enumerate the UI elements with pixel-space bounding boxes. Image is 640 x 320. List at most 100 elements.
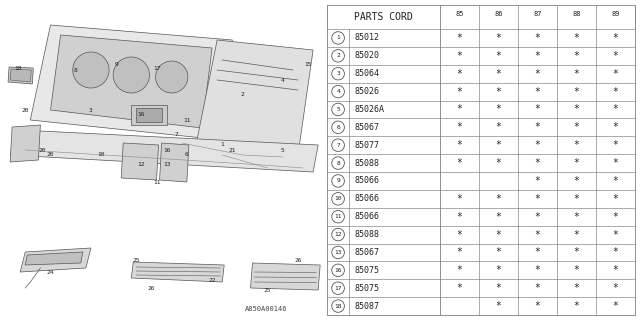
Text: 20: 20 [22, 108, 29, 113]
Text: *: * [495, 194, 502, 204]
Text: 85067: 85067 [354, 123, 380, 132]
Text: *: * [612, 33, 618, 43]
Polygon shape [136, 108, 161, 122]
Text: 15: 15 [304, 62, 312, 68]
Text: 5: 5 [336, 107, 340, 112]
Bar [327, 5, 635, 29]
Text: *: * [534, 229, 540, 240]
Text: *: * [573, 229, 579, 240]
Text: *: * [573, 51, 579, 61]
Text: *: * [456, 122, 463, 132]
Text: 85026: 85026 [354, 87, 380, 96]
Text: *: * [573, 176, 579, 186]
Text: *: * [534, 158, 540, 168]
Text: 85087: 85087 [354, 301, 380, 311]
Text: *: * [612, 51, 618, 61]
Text: 1: 1 [220, 142, 224, 148]
Text: A850A00146: A850A00146 [245, 306, 288, 312]
Text: *: * [573, 87, 579, 97]
Text: *: * [534, 301, 540, 311]
Text: 3: 3 [336, 71, 340, 76]
Text: 6: 6 [185, 153, 189, 157]
Text: 10: 10 [97, 153, 105, 157]
Text: 85012: 85012 [354, 33, 380, 43]
Text: *: * [534, 283, 540, 293]
Polygon shape [30, 25, 232, 140]
Text: *: * [456, 69, 463, 79]
Text: 6: 6 [336, 125, 340, 130]
Text: 9: 9 [115, 62, 118, 68]
Text: *: * [612, 122, 618, 132]
Text: *: * [612, 140, 618, 150]
Text: 26: 26 [148, 285, 156, 291]
Polygon shape [10, 69, 31, 82]
Text: 85067: 85067 [354, 248, 380, 257]
Text: *: * [573, 158, 579, 168]
Text: *: * [456, 212, 463, 222]
Text: 17: 17 [153, 66, 160, 70]
Text: 24: 24 [47, 269, 54, 275]
Text: *: * [495, 104, 502, 115]
Text: 87: 87 [533, 11, 541, 23]
Text: *: * [573, 194, 579, 204]
Text: *: * [534, 140, 540, 150]
Text: *: * [534, 104, 540, 115]
Text: 20: 20 [38, 148, 46, 153]
Text: *: * [495, 283, 502, 293]
Text: *: * [612, 104, 618, 115]
Text: *: * [573, 69, 579, 79]
Text: 17: 17 [334, 286, 342, 291]
Text: *: * [534, 33, 540, 43]
Text: 12: 12 [334, 232, 342, 237]
Text: *: * [573, 283, 579, 293]
Text: 85088: 85088 [354, 159, 380, 168]
Circle shape [113, 57, 150, 93]
Text: *: * [534, 87, 540, 97]
Text: 85075: 85075 [354, 266, 380, 275]
Text: *: * [456, 33, 463, 43]
Polygon shape [8, 67, 33, 84]
Text: *: * [495, 140, 502, 150]
Text: *: * [612, 283, 618, 293]
Text: 86: 86 [494, 11, 503, 23]
Text: 85088: 85088 [354, 230, 380, 239]
Text: *: * [456, 229, 463, 240]
Text: 89: 89 [611, 11, 620, 23]
Circle shape [156, 61, 188, 93]
Polygon shape [10, 125, 40, 162]
Text: *: * [612, 69, 618, 79]
Text: 4: 4 [281, 77, 285, 83]
Text: *: * [495, 33, 502, 43]
Polygon shape [131, 105, 166, 125]
Text: *: * [495, 301, 502, 311]
Polygon shape [250, 263, 320, 290]
Text: *: * [534, 176, 540, 186]
Text: 12: 12 [138, 163, 145, 167]
Text: 11: 11 [153, 180, 160, 185]
Text: 11: 11 [334, 214, 342, 219]
Text: 7: 7 [336, 143, 340, 148]
Text: *: * [612, 176, 618, 186]
Text: 7: 7 [175, 132, 179, 138]
Text: *: * [456, 87, 463, 97]
Text: 26: 26 [294, 258, 301, 262]
Polygon shape [197, 40, 313, 155]
Text: 85075: 85075 [354, 284, 380, 293]
Text: 18: 18 [334, 304, 342, 308]
Text: 18: 18 [15, 66, 22, 70]
Text: 85077: 85077 [354, 141, 380, 150]
Text: *: * [495, 212, 502, 222]
Text: *: * [612, 247, 618, 257]
Text: 85: 85 [455, 11, 464, 23]
Text: *: * [573, 301, 579, 311]
Text: *: * [534, 194, 540, 204]
Text: *: * [573, 104, 579, 115]
Text: *: * [573, 33, 579, 43]
Text: *: * [456, 158, 463, 168]
Text: *: * [495, 229, 502, 240]
Text: 16: 16 [334, 268, 342, 273]
Text: *: * [612, 212, 618, 222]
Text: 9: 9 [336, 179, 340, 183]
Text: 85066: 85066 [354, 194, 380, 203]
Text: *: * [495, 122, 502, 132]
